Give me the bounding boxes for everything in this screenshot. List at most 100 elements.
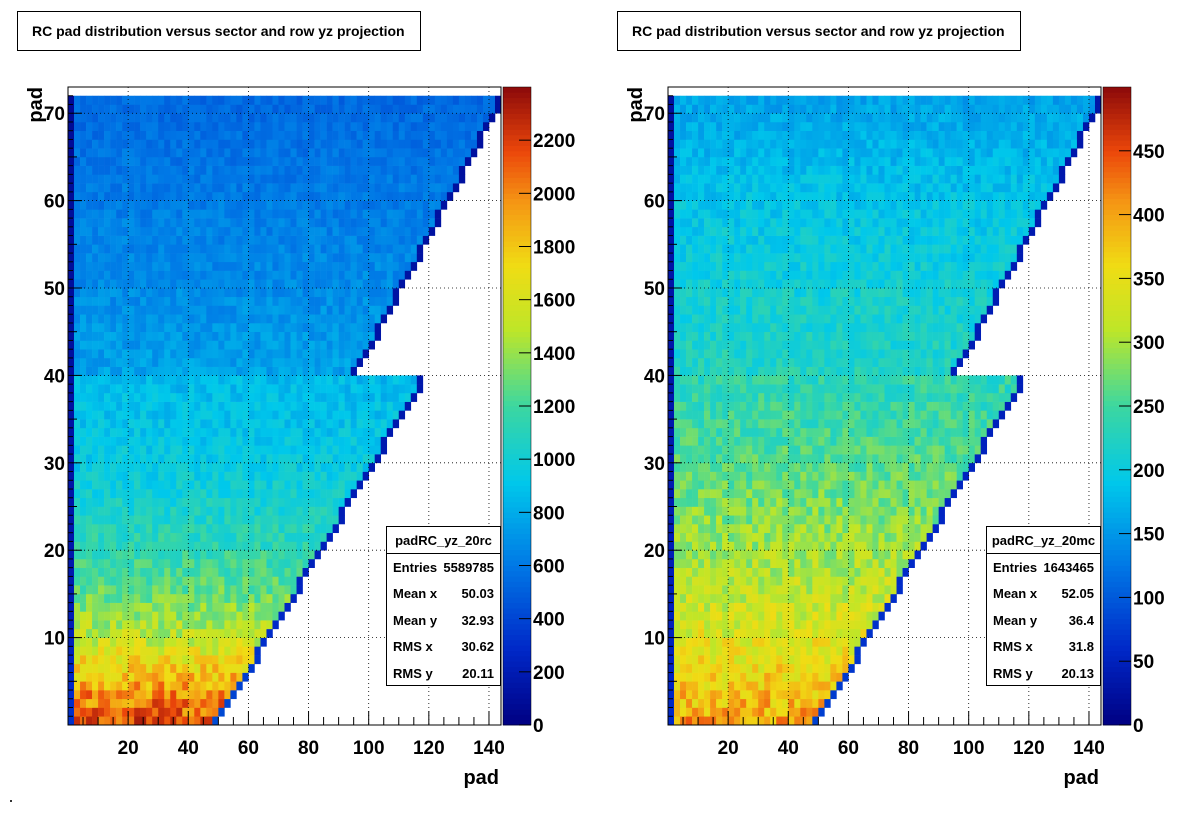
heatmap-cell <box>344 200 351 210</box>
heatmap-cell <box>698 637 705 647</box>
heatmap-cell <box>314 506 321 516</box>
heatmap-cell <box>80 497 87 507</box>
heatmap-cell <box>686 602 693 612</box>
heatmap-cell <box>110 139 117 149</box>
heatmap-cell <box>236 410 243 420</box>
heatmap-cell <box>668 637 675 647</box>
heatmap-cell <box>158 191 165 201</box>
heatmap-cell <box>872 602 879 612</box>
heatmap-cell <box>266 253 273 263</box>
heatmap-cell <box>914 523 921 534</box>
heatmap-cell <box>86 296 93 306</box>
heatmap-cell <box>884 523 891 534</box>
heatmap-cell <box>152 121 159 131</box>
heatmap-cell <box>116 191 123 201</box>
heatmap-cell <box>92 515 99 525</box>
heatmap-cell <box>806 602 813 612</box>
heatmap-cell <box>746 497 753 507</box>
heatmap-cell <box>266 156 273 166</box>
heatmap-cell <box>188 121 195 131</box>
heatmap-cell <box>470 104 478 114</box>
heatmap-cell <box>692 515 699 525</box>
heatmap-cell <box>686 506 693 516</box>
heatmap-cell <box>134 410 141 420</box>
heatmap-cell <box>128 471 135 481</box>
heatmap-cell <box>272 209 279 219</box>
heatmap-cell <box>266 174 273 184</box>
heatmap-cell <box>338 497 345 507</box>
heatmap-cell <box>722 690 729 700</box>
heatmap-cell <box>254 191 261 201</box>
heatmap-cell <box>146 104 153 114</box>
heatmap-cell <box>92 357 99 367</box>
heatmap-cell <box>332 253 339 263</box>
heatmap-cell <box>812 585 819 595</box>
heatmap-cell <box>146 681 153 691</box>
heatmap-cell <box>164 244 171 254</box>
heatmap-cell <box>170 576 177 586</box>
heatmap-cell <box>92 462 99 472</box>
heatmap-cell <box>170 200 177 210</box>
heatmap-cell <box>218 384 225 394</box>
heatmap-cell <box>128 436 135 446</box>
heatmap-cell <box>224 375 231 385</box>
heatmap-cell <box>242 454 249 464</box>
heatmap-cell <box>152 331 159 341</box>
heatmap-cell <box>698 663 705 673</box>
heatmap-cell <box>92 681 99 691</box>
heatmap-cell <box>206 602 213 612</box>
heatmap-cell <box>206 305 213 315</box>
heatmap-cell <box>284 288 291 298</box>
heatmap-cell <box>212 357 219 367</box>
heatmap-cell <box>356 288 363 298</box>
heatmap-cell <box>758 628 765 638</box>
heatmap-cell <box>380 156 388 166</box>
heatmap-cell <box>914 515 921 525</box>
heatmap-cell <box>296 384 303 394</box>
heatmap-cell <box>242 340 249 350</box>
heatmap-cell <box>368 279 375 289</box>
heatmap-cell <box>104 515 111 525</box>
heatmap-cell <box>182 532 189 542</box>
heatmap-cell <box>146 558 153 568</box>
heatmap-cell <box>182 288 189 298</box>
heatmap-cell <box>788 480 795 490</box>
heatmap-cell <box>290 104 297 114</box>
heatmap-cell <box>818 681 825 691</box>
heatmap-cell <box>278 156 285 166</box>
heatmap-cell <box>134 392 141 402</box>
heatmap-cell <box>80 462 87 472</box>
heatmap-cell <box>950 489 957 499</box>
heatmap-cell <box>314 174 321 184</box>
heatmap-cell <box>200 200 207 210</box>
heatmap-cell <box>824 593 831 603</box>
heatmap-cell <box>224 104 231 114</box>
heatmap-cell <box>764 532 771 542</box>
heatmap-cell <box>722 681 729 691</box>
heatmap-cell <box>92 253 99 263</box>
heatmap-cell <box>80 480 87 490</box>
heatmap-cell <box>866 497 873 507</box>
heatmap-cell <box>392 392 400 402</box>
heatmap-cell <box>212 541 219 551</box>
heatmap-cell <box>182 366 189 376</box>
heatmap-cell <box>116 628 123 638</box>
heatmap-cell <box>326 419 333 429</box>
heatmap-cell <box>248 296 255 306</box>
heatmap-cell <box>308 480 315 490</box>
heatmap-cell <box>326 148 333 158</box>
heatmap-cell <box>74 305 81 315</box>
heatmap-cell <box>194 471 201 481</box>
heatmap-cell <box>74 113 81 123</box>
heatmap-cell <box>350 209 357 219</box>
heatmap-cell <box>104 130 111 140</box>
heatmap-cell <box>284 331 291 341</box>
heatmap-cell <box>152 445 159 455</box>
heatmap-cell <box>104 253 111 263</box>
heatmap-cell <box>398 148 406 158</box>
heatmap-cell <box>344 436 351 446</box>
heatmap-cell <box>158 681 165 691</box>
heatmap-cell <box>170 558 177 568</box>
heatmap-cell <box>158 209 165 219</box>
heatmap-cell <box>188 349 195 359</box>
